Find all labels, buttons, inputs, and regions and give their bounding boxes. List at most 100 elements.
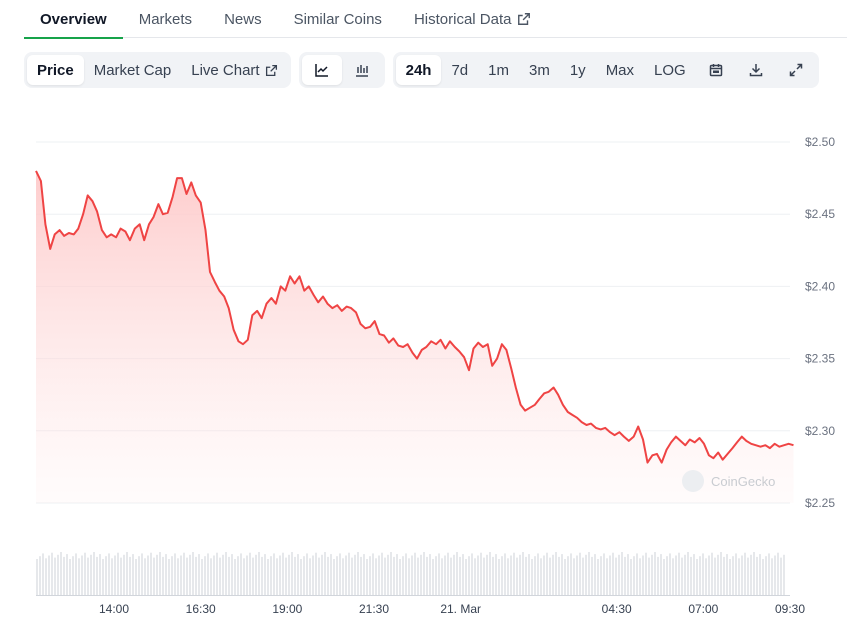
volume-bar [420,554,422,595]
volume-bar [75,553,77,595]
tab-similar-coins[interactable]: Similar Coins [294,0,382,38]
tab-markets[interactable]: Markets [139,0,192,38]
fullscreen-button[interactable] [776,55,816,85]
volume-bar [489,552,491,595]
volume-bar [378,555,380,595]
volume-bar [483,557,485,595]
chart-toolbar: Price Market Cap Live Chart 24h 7d 1m 3m… [24,52,827,88]
volume-bar [582,557,584,595]
volume-bar [423,552,425,595]
top-tabs: Overview Markets News Similar Coins Hist… [24,0,847,39]
volume-bar [399,559,401,595]
volume-bar [60,552,62,595]
volume-bar [465,559,467,595]
volume-bar [774,555,776,595]
volume-bar [45,558,47,595]
volume-bar [615,557,617,595]
volume-bar [108,553,110,595]
volume-bar [453,554,455,595]
range-max-button[interactable]: Max [605,61,635,79]
volume-bar [180,555,182,595]
live-chart-label: Live Chart [191,61,260,79]
live-chart-button[interactable]: Live Chart [181,55,287,85]
price-button[interactable]: Price [27,55,84,85]
volume-bar [84,552,86,595]
volume-bar [741,555,743,595]
volume-bar [654,552,656,595]
calendar-button[interactable] [696,55,736,85]
volume-bar [384,557,386,595]
tab-overview[interactable]: Overview [24,0,123,39]
volume-bar [570,553,572,595]
y-tick-label: $2.40 [805,279,835,293]
volume-bar [57,554,59,595]
volume-bar [330,554,332,595]
x-tick-label: 21:30 [359,602,389,616]
volume-bar [90,554,92,595]
volume-bar [462,554,464,595]
volume-bar [648,557,650,595]
volume-bar [777,552,779,595]
volume-bar [63,556,65,595]
volume-bar [657,556,659,595]
volume-bar [624,556,626,595]
market-cap-button[interactable]: Market Cap [93,61,172,79]
y-tick-label: $2.50 [805,135,835,149]
volume-bar [588,552,590,595]
volume-bar [744,552,746,595]
volume-bar [132,554,134,595]
volume-bar [276,558,278,595]
download-button[interactable] [736,55,776,85]
volume-bar [201,559,203,595]
log-scale-button[interactable]: LOG [654,61,686,79]
range-3m-button[interactable]: 3m [529,61,550,79]
volume-bar [72,556,74,595]
volume-bar [717,554,719,595]
volume-bar [525,556,527,595]
volume-bar [519,554,521,595]
tab-label: Historical Data [413,10,512,28]
volume-bar [189,554,191,595]
volume-bar [507,558,509,595]
range-1y-button[interactable]: 1y [569,61,586,79]
volume-bar [117,552,119,595]
volume-bar [309,558,311,595]
volume-bar [738,558,740,595]
volume-bar [111,558,113,595]
volume-bar [237,556,239,595]
range-7d-button[interactable]: 7d [451,61,469,79]
volume-bar [327,556,329,595]
tab-label: Overview [40,10,107,28]
volume-bar [222,554,224,595]
volume-bar [321,554,323,595]
fullscreen-icon [789,63,802,77]
watermark-text: CoinGecko [711,474,775,489]
volume-bar [495,554,497,595]
tab-news[interactable]: News [224,0,262,38]
volume-bar [636,553,638,595]
volume-bar [144,558,146,595]
volume-bar [573,558,575,595]
volume-bar [759,554,761,595]
candlestick-chart-icon [355,65,368,77]
volume-bar [267,559,269,595]
volume-bar [48,555,50,595]
volume-bar [51,552,53,595]
volume-bar [366,559,368,595]
volume-bar [747,557,749,595]
volume-bar [459,556,461,595]
volume-bar [780,557,782,595]
line-chart-button[interactable] [301,55,342,85]
volume-bar [393,556,395,595]
x-tick-label: 21. Mar [440,602,481,616]
volume-bar [177,558,179,595]
candlestick-chart-button[interactable] [342,55,382,85]
tab-historical-data[interactable]: Historical Data [414,0,532,38]
range-24h-button[interactable]: 24h [395,55,442,85]
volume-bar [147,555,149,595]
volume-bar [150,552,152,595]
range-1m-button[interactable]: 1m [488,61,509,79]
volume-bar [513,552,515,595]
volume-bar [258,552,260,595]
volume-bar [297,554,299,595]
